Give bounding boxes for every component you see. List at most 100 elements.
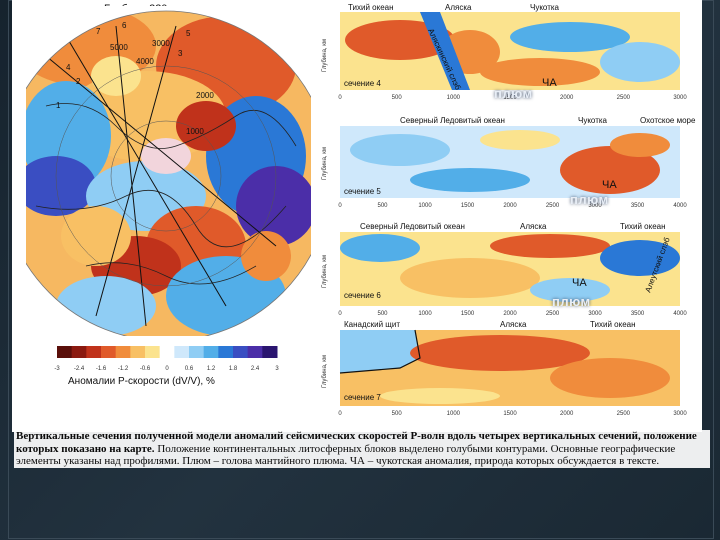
profile-x-tick-label: 1000 [418,311,432,317]
profile-x-tick-label: 4000 [673,311,687,317]
profile-x-tick-label: 500 [377,311,388,317]
figure-panel: Глубина 220 км [12,0,702,432]
profile-annotation: ЧА [602,179,617,191]
tomography-map: 7 6 5 4 3 2 1 3000 2000 1000 5000 4000 [26,6,311,336]
profile-x-tick-label: 3000 [588,311,602,317]
caption-bold: Вертикальные сечения полученной модели а… [16,430,697,455]
profile-section-4: Тихий океан Аляска Чукотка Аляскинский с… [322,3,687,101]
contour-label: 2000 [196,91,214,100]
profile-section-6: Северный Ледовитый океан Аляска Тихий ок… [322,222,687,317]
figure-caption: Вертикальные сечения полученной модели а… [14,430,710,468]
profile-section-5: Северный Ледовитый океан Чукотка Охотско… [322,116,696,209]
profile-x-tick-label: 3000 [588,203,602,209]
contour-label: 4 [66,63,71,72]
colorbar-cell [159,346,175,358]
profile-x-tick-label: 3000 [673,411,687,417]
colorbar-tick-label: 0 [165,366,169,372]
profile-y-axis: Глубина, км [322,255,328,288]
profile-section-7: Канадский щит Аляска Тихий океан сечение… [322,320,687,417]
colorbar-cell [247,346,263,358]
colorbar-cell [115,346,131,358]
contour-label: 4000 [136,57,154,66]
profile-top-label: Тихий океан [620,222,666,231]
profile-x-tick-label: 1500 [461,311,475,317]
colorbar: -3 -2.4 -1.6 -1.2 -0.6 0 0.6 1.2 1.8 2.4 3 [54,346,279,372]
colorbar-tick-label: -1.2 [118,366,129,372]
profile-x-tick-label: 0 [338,95,342,101]
profile-x-tick-label: 3500 [631,311,645,317]
profile-x-tick-label: 2000 [503,203,517,209]
plume-label: плюм [494,86,533,101]
colorbar-cell [57,346,73,358]
contour-label: 1 [56,101,61,110]
contour-labels: 7 6 5 4 3 2 1 3000 2000 1000 5000 4000 [56,21,214,136]
profile-top-label: Аляска [520,222,547,231]
plume-label: плюм [570,192,609,207]
colorbar-cell [101,346,117,358]
profile-x-tick-label: 3000 [673,95,687,101]
colorbar-caption: Аномалии P-скорости (dV/V), % [68,376,215,387]
colorbar-tick-label: 2.4 [251,366,260,372]
profile-x-tick-label: 3500 [631,203,645,209]
profile-x-tick-label: 1500 [461,203,475,209]
profile-top-label: Тихий океан [590,320,636,329]
profile-top-label: Чукотка [530,3,560,12]
profile-x-tick-label: 500 [392,95,403,101]
colorbar-tick-label: 0.6 [185,366,194,372]
colorbar-cell [262,346,278,358]
colorbar-cell [189,346,205,358]
profile-x-tick-label: 500 [392,411,403,417]
profile-x-tick-label: 2000 [503,311,517,317]
colorbar-tick-label: 1.8 [229,366,238,372]
colorbar-tick-label: -2.4 [74,366,85,372]
profile-annotation: ЧА [572,277,587,289]
profile-top-label: Северный Ледовитый океан [400,116,505,125]
colorbar-cell [71,346,87,358]
profile-top-label: Северный Ледовитый океан [360,222,465,231]
contour-label: 1000 [186,127,204,136]
colorbar-cell [145,346,161,358]
profile-x-tick-label: 0 [338,411,342,417]
profile-x-tick-label: 1500 [503,95,517,101]
profile-x-tick-label: 2000 [560,95,574,101]
contour-label: 6 [122,21,127,30]
contour-label: 3000 [152,39,170,48]
profile-top-label: Охотское море [640,116,696,125]
profile-x-tick-label: 1000 [447,95,461,101]
colorbar-cell [218,346,234,358]
contour-label: 7 [96,27,101,36]
profile-top-label: Тихий океан [348,3,394,12]
plume-label: плюм [552,294,591,309]
profile-x-tick-label: 2500 [617,95,631,101]
profile-section-label: сечение 4 [344,79,381,88]
profile-section-label: сечение 5 [344,187,381,196]
profile-x-tick-label: 500 [377,203,388,209]
contour-label: 5000 [110,43,128,52]
colorbar-tick-label: 3 [275,366,279,372]
profile-x-tick-label: 0 [338,311,342,317]
profile-annotation: ЧА [542,77,557,89]
profile-x-tick-label: 0 [338,203,342,209]
profile-x-tick-label: 2500 [546,311,560,317]
colorbar-tick-label: -3 [54,366,60,372]
profile-x-tick-label: 2500 [546,203,560,209]
contour-label: 3 [178,49,183,58]
profile-y-axis: Глубина, км [322,39,328,72]
profile-top-label: Чукотка [578,116,608,125]
profile-y-axis: Глубина, км [322,355,328,388]
colorbar-cell [130,346,146,358]
profile-top-label: Аляска [445,3,472,12]
contour-label: 5 [186,29,191,38]
profile-x-tick-label: 2000 [560,411,574,417]
profile-y-axis: Глубина, км [322,147,328,180]
contour-label: 2 [76,77,81,86]
colorbar-cell [203,346,219,358]
profile-section-label: сечение 7 [344,393,381,402]
profile-section-label: сечение 6 [344,291,381,300]
profile-x-tick-label: 1000 [418,203,432,209]
profile-x-tick-label: 1000 [447,411,461,417]
colorbar-cell [233,346,249,358]
colorbar-cell [86,346,102,358]
profile-x-tick-label: 4000 [673,203,687,209]
colorbar-cell [174,346,190,358]
